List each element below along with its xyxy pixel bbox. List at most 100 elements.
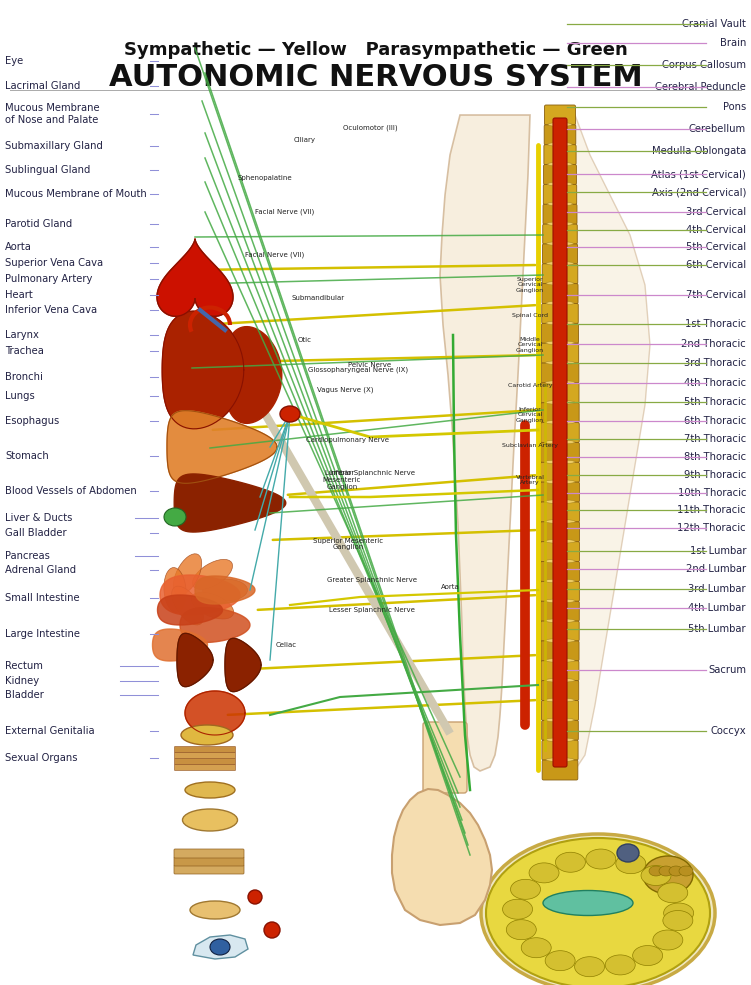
Text: Mucous Membrane
of Nose and Palate: Mucous Membrane of Nose and Palate: [5, 103, 100, 125]
FancyBboxPatch shape: [541, 601, 579, 622]
Ellipse shape: [544, 460, 575, 464]
FancyBboxPatch shape: [544, 105, 575, 125]
FancyBboxPatch shape: [174, 865, 244, 874]
Text: Axis (2nd Cervical): Axis (2nd Cervical): [652, 187, 746, 197]
Text: Greater Splanchnic Nerve: Greater Splanchnic Nerve: [327, 577, 417, 583]
Text: Pulmonary Artery: Pulmonary Artery: [5, 274, 92, 284]
Ellipse shape: [546, 757, 574, 761]
Ellipse shape: [545, 421, 575, 425]
Text: Ciliary: Ciliary: [294, 137, 316, 143]
Text: 5th Cervical: 5th Cervical: [686, 242, 746, 252]
Text: Larynx: Larynx: [5, 330, 39, 340]
Text: 6th Thoracic: 6th Thoracic: [683, 416, 746, 426]
Text: 4th Thoracic: 4th Thoracic: [684, 378, 746, 388]
FancyBboxPatch shape: [544, 164, 577, 184]
Ellipse shape: [547, 202, 573, 206]
Polygon shape: [160, 575, 240, 615]
Ellipse shape: [545, 718, 575, 722]
Ellipse shape: [545, 440, 575, 444]
FancyBboxPatch shape: [541, 303, 578, 323]
Ellipse shape: [548, 122, 572, 126]
FancyBboxPatch shape: [541, 323, 578, 344]
Ellipse shape: [173, 554, 202, 595]
Ellipse shape: [481, 834, 715, 985]
Ellipse shape: [486, 838, 710, 985]
Text: Superior Mesenteric
Ganglion: Superior Mesenteric Ganglion: [313, 538, 383, 551]
Ellipse shape: [544, 480, 575, 484]
Text: Pancreas: Pancreas: [5, 551, 50, 560]
Text: Vertebral
Artery: Vertebral Artery: [516, 475, 544, 486]
Ellipse shape: [653, 930, 683, 950]
FancyBboxPatch shape: [541, 522, 580, 542]
Ellipse shape: [190, 901, 240, 919]
Polygon shape: [225, 327, 282, 424]
Text: Glossopharyngeal Nerve (IX): Glossopharyngeal Nerve (IX): [308, 366, 408, 373]
Ellipse shape: [546, 321, 575, 325]
Polygon shape: [177, 633, 213, 687]
FancyBboxPatch shape: [543, 225, 578, 244]
FancyBboxPatch shape: [544, 145, 576, 164]
Text: Kidney: Kidney: [5, 676, 39, 686]
Ellipse shape: [546, 738, 575, 742]
FancyBboxPatch shape: [553, 118, 567, 767]
Text: Sublingual Gland: Sublingual Gland: [5, 165, 90, 175]
FancyBboxPatch shape: [174, 747, 236, 753]
Ellipse shape: [547, 182, 573, 186]
Text: Corpus Callosum: Corpus Callosum: [662, 60, 746, 70]
Text: Lumbar Splanchnic Nerve: Lumbar Splanchnic Nerve: [325, 470, 415, 476]
FancyBboxPatch shape: [541, 622, 579, 641]
Polygon shape: [440, 115, 530, 771]
Ellipse shape: [172, 586, 204, 624]
FancyBboxPatch shape: [541, 343, 579, 363]
FancyBboxPatch shape: [544, 125, 576, 145]
Text: Aorta: Aorta: [5, 242, 32, 252]
Text: Middle
Cervical
Ganglion: Middle Cervical Ganglion: [516, 337, 544, 354]
Polygon shape: [392, 789, 492, 925]
Polygon shape: [157, 239, 233, 316]
FancyBboxPatch shape: [541, 442, 579, 462]
Ellipse shape: [545, 679, 575, 683]
Ellipse shape: [248, 890, 262, 904]
Ellipse shape: [659, 866, 673, 876]
Text: 3rd Lumbar: 3rd Lumbar: [689, 584, 746, 594]
Ellipse shape: [605, 954, 635, 975]
Ellipse shape: [616, 854, 646, 874]
Text: Pons: Pons: [722, 102, 746, 112]
Polygon shape: [167, 411, 277, 484]
Text: 4th Cervical: 4th Cervical: [686, 225, 746, 234]
Polygon shape: [152, 629, 207, 661]
Text: Sexual Organs: Sexual Organs: [5, 754, 77, 763]
Text: Atlas (1st Cervical): Atlas (1st Cervical): [651, 169, 746, 179]
FancyBboxPatch shape: [542, 284, 578, 303]
Ellipse shape: [203, 579, 248, 601]
Ellipse shape: [164, 567, 186, 613]
FancyBboxPatch shape: [542, 244, 578, 264]
Text: Sacrum: Sacrum: [708, 665, 746, 675]
Polygon shape: [180, 608, 250, 642]
Polygon shape: [195, 576, 255, 604]
FancyBboxPatch shape: [541, 561, 580, 581]
Text: 6th Cervical: 6th Cervical: [686, 260, 746, 270]
Ellipse shape: [544, 599, 575, 603]
FancyBboxPatch shape: [174, 764, 236, 770]
FancyBboxPatch shape: [541, 462, 580, 483]
Ellipse shape: [545, 361, 575, 364]
Ellipse shape: [529, 863, 559, 883]
Text: Eye: Eye: [5, 56, 23, 66]
Polygon shape: [225, 638, 261, 691]
Ellipse shape: [545, 658, 575, 662]
Ellipse shape: [586, 849, 616, 869]
Text: Spinal Cord: Spinal Cord: [512, 312, 548, 317]
Text: Cardiopulmonary Nerve: Cardiopulmonary Nerve: [306, 437, 390, 443]
FancyBboxPatch shape: [541, 581, 579, 602]
Ellipse shape: [546, 301, 574, 305]
Ellipse shape: [544, 559, 575, 563]
Ellipse shape: [545, 341, 575, 345]
Text: 7th Thoracic: 7th Thoracic: [683, 434, 746, 444]
Text: 4th Lumbar: 4th Lumbar: [689, 603, 746, 613]
FancyBboxPatch shape: [541, 542, 580, 561]
Text: Mucous Membrane of Mouth: Mucous Membrane of Mouth: [5, 189, 146, 199]
Text: 1st Lumbar: 1st Lumbar: [689, 546, 746, 556]
Text: Vagus Nerve (X): Vagus Nerve (X): [317, 387, 373, 393]
Text: Inferior
Cervical
Ganglion: Inferior Cervical Ganglion: [516, 407, 544, 424]
